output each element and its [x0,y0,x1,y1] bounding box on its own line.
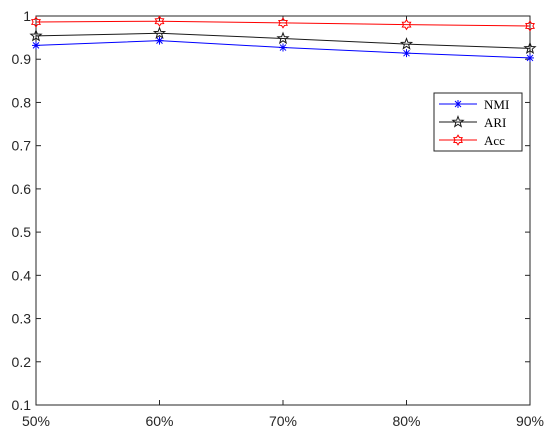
y-tick-label: 0.3 [12,311,32,327]
series-nmi [32,36,534,62]
x-tick-label: 60% [145,413,173,429]
data-point-ari [276,31,290,45]
x-tick-label: 90% [516,413,544,429]
data-point-nmi [526,53,534,62]
series-layer [29,15,537,62]
data-point-nmi [279,43,287,52]
data-point-ari [29,28,43,42]
y-tick-label: 0.5 [12,224,32,240]
x-tick-label: 70% [269,413,297,429]
y-tick-label: 0.4 [12,267,32,283]
x-tick-label: 50% [22,413,50,429]
series-ari [29,26,537,55]
y-tick-label: 0.8 [12,94,32,110]
marker-stroke [156,37,163,44]
legend-entry-nmi: NMI [439,97,509,112]
data-point-ari [152,26,167,39]
y-tick-label: 0.2 [12,354,32,370]
y-tick-label: 1 [23,8,31,24]
marker-stroke [454,100,462,108]
data-point-acc [154,15,165,27]
data-point-ari [399,37,414,50]
legend-marker-nmi [454,100,462,108]
data-point-nmi [402,49,411,58]
legend-label-nmi: NMI [484,97,509,112]
legend-label-ari: ARI [484,115,506,130]
marker-stroke [32,42,40,49]
data-point-acc [525,20,535,32]
y-tick-label: 0.1 [12,397,32,413]
x-axis-ticks: 50% 60% 70% 80% 90% [22,16,544,429]
y-tick-label: 0.6 [12,181,32,197]
data-point-nmi [32,41,40,50]
data-point-nmi [155,36,164,45]
y-tick-label: 0.7 [12,138,32,154]
data-point-acc [278,17,288,29]
marker-stroke [403,49,410,57]
x-tick-label: 80% [392,413,420,429]
legend-entry-acc: Acc [439,133,505,148]
plot-area [35,15,531,406]
y-axis-ticks: 0.1 0.2 0.3 0.4 0.5 0.6 0.7 0.8 0.9 1 [12,8,530,413]
y-tick-label: 0.9 [12,51,32,67]
legend: NMI ARI Acc [433,92,523,152]
plot-frame [35,15,531,406]
marker-stroke [279,44,287,51]
data-point-acc [401,18,412,31]
legend-marker-ari [451,115,465,128]
legend-marker-acc [453,134,463,146]
series-line-ari [35,32,531,49]
series-line-acc [35,20,531,27]
series-acc [31,15,535,32]
data-point-ari [523,41,537,55]
legend-label-acc: Acc [484,133,505,148]
data-point-acc [31,16,41,28]
legend-entry-ari: ARI [439,115,506,130]
marker-stroke [526,54,534,62]
